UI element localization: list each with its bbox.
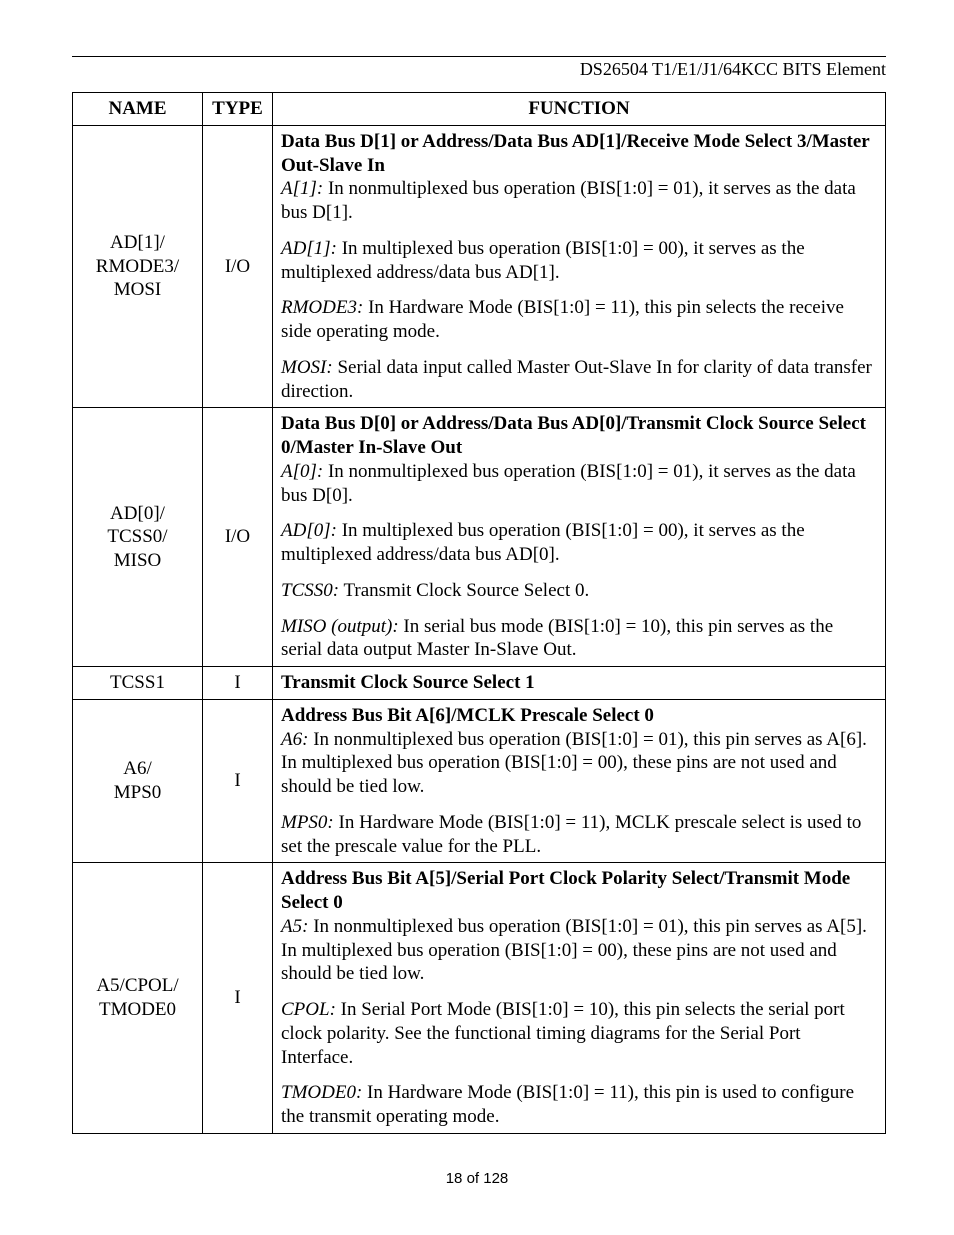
page: DS26504 T1/E1/J1/64KCC BITS Element NAME… (0, 0, 954, 1235)
table-row: AD[0]/TCSS0/MISOI/OData Bus D[0] or Addr… (73, 408, 886, 667)
name-cell: TCSS1 (73, 667, 203, 700)
pin-table: NAME TYPE FUNCTION AD[1]/RMODE3/MOSII/OD… (72, 92, 886, 1134)
function-cell: Address Bus Bit A[6]/MCLK Prescale Selec… (273, 699, 886, 863)
name-cell: A6/MPS0 (73, 699, 203, 863)
name-cell: AD[0]/TCSS0/MISO (73, 408, 203, 667)
type-cell: I/O (203, 125, 273, 408)
header-rule (72, 56, 886, 57)
table-row: AD[1]/RMODE3/MOSII/OData Bus D[1] or Add… (73, 125, 886, 408)
col-function: FUNCTION (273, 93, 886, 126)
table-header-row: NAME TYPE FUNCTION (73, 93, 886, 126)
function-cell: Address Bus Bit A[5]/Serial Port Clock P… (273, 863, 886, 1134)
type-cell: I/O (203, 408, 273, 667)
function-cell: Transmit Clock Source Select 1 (273, 667, 886, 700)
page-footer: 18 of 128 (0, 1170, 954, 1187)
name-cell: A5/CPOL/TMODE0 (73, 863, 203, 1134)
type-cell: I (203, 699, 273, 863)
col-type: TYPE (203, 93, 273, 126)
col-name: NAME (73, 93, 203, 126)
table-body: AD[1]/RMODE3/MOSII/OData Bus D[1] or Add… (73, 125, 886, 1133)
function-cell: Data Bus D[0] or Address/Data Bus AD[0]/… (273, 408, 886, 667)
table-row: A5/CPOL/TMODE0IAddress Bus Bit A[5]/Seri… (73, 863, 886, 1134)
table-row: TCSS1ITransmit Clock Source Select 1 (73, 667, 886, 700)
function-cell: Data Bus D[1] or Address/Data Bus AD[1]/… (273, 125, 886, 408)
table-row: A6/MPS0IAddress Bus Bit A[6]/MCLK Presca… (73, 699, 886, 863)
type-cell: I (203, 863, 273, 1134)
name-cell: AD[1]/RMODE3/MOSI (73, 125, 203, 408)
type-cell: I (203, 667, 273, 700)
header-title: DS26504 T1/E1/J1/64KCC BITS Element (72, 59, 886, 80)
